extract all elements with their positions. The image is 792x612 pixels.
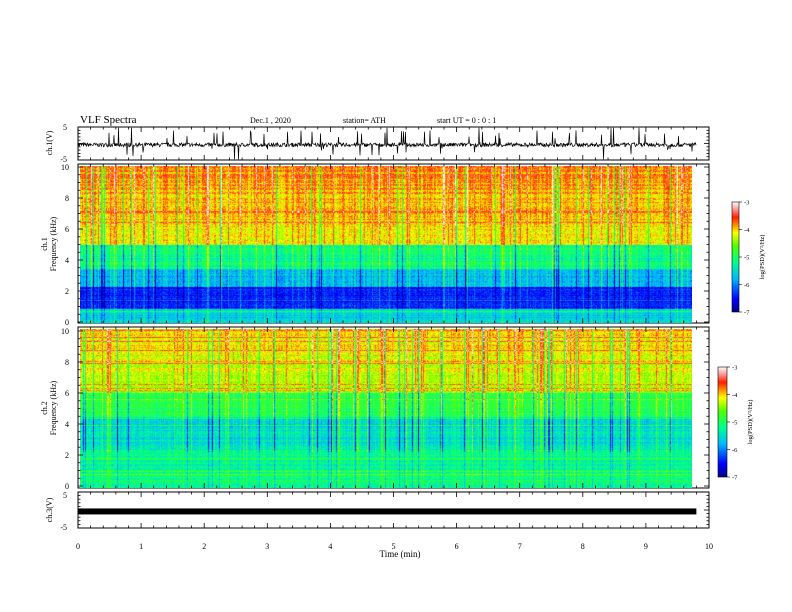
ch1-colorbar-label: log(PSD)(V²/Hz) [759, 235, 766, 280]
freq-tick-label-10: 10 [61, 163, 69, 172]
x-tick-label-4: 4 [328, 542, 332, 551]
x-tick-label-6: 6 [455, 542, 459, 551]
freq-tick-label-4: 4 [65, 256, 69, 265]
freq-tick-label-2: 2 [65, 287, 69, 296]
ch1-colorbar-ticks: -3 -4 -5 -6 -7 [739, 200, 750, 317]
ch1-waveform-ylabel: ch.1(V) [45, 130, 54, 155]
colorbar-tick-label--5: -5 [732, 420, 737, 427]
ch3-waveform-ylabel: ch.3(V) [45, 497, 54, 522]
colorbar-tick-label--3: -3 [744, 200, 749, 207]
ch3-ytick-top: 5 [63, 491, 67, 500]
x-tick-label-5: 5 [392, 542, 396, 551]
x-tick-label-1: 1 [139, 542, 143, 551]
colorbar-tick-label--7: -7 [732, 475, 738, 482]
ch1-spectrogram-ylabel-top: ch.1 [40, 237, 49, 251]
colorbar-tick-label--4: -4 [732, 392, 738, 399]
freq-tick-label-6: 6 [65, 225, 69, 234]
x-tick-label-2: 2 [202, 542, 206, 551]
freq-tick-label-10: 10 [61, 327, 69, 336]
ch3-waveform-ticks [77, 491, 710, 529]
ch1-spectrogram-ticks: 0 2 4 6 8 10 [61, 163, 710, 327]
ch2-spectrogram-ticks: 0 2 4 6 8 10 [61, 327, 710, 491]
ch2-colorbar-gradient [717, 366, 728, 478]
ch2-colorbar-label: log(PSD)(V²/Hz) [747, 400, 754, 445]
colorbar-tick-label--6: -6 [744, 282, 750, 289]
ch1-colorbar: -3 -4 -5 -6 -7 log(PSD)(V²/Hz) [731, 200, 766, 317]
colorbar-tick-label--4: -4 [744, 227, 750, 234]
x-tick-label-7: 7 [518, 542, 522, 551]
colorbar-tick-label--3: -3 [732, 365, 737, 372]
figure-title: VLF Spectra [80, 114, 137, 126]
ch3-waveform-band [78, 508, 697, 515]
ch1-spectrogram-panel: 0 2 4 6 8 10 ch.1 Frequency (kHz) [40, 163, 710, 327]
x-tick-label-0: 0 [76, 542, 80, 551]
ch1-waveform-panel: 5 -5 ch.1(V) [45, 123, 710, 164]
ch1-spectrogram-ylabel: Frequency (kHz) [49, 216, 58, 271]
ch2-spectrogram-ylabel-top: ch.2 [40, 401, 49, 415]
freq-tick-label-2: 2 [65, 451, 69, 460]
ch2-spectrogram-image [80, 329, 692, 488]
x-axis-label: Time (min) [380, 549, 421, 559]
x-tick-label-10: 10 [705, 542, 713, 551]
ch1-colorbar-gradient [731, 201, 740, 313]
freq-tick-label-4: 4 [65, 420, 69, 429]
freq-tick-label-8: 8 [65, 194, 69, 203]
freq-tick-label-8: 8 [65, 358, 69, 367]
x-axis-tick-labels: 0 1 2 3 4 5 6 7 8 9 10 [76, 542, 713, 551]
ch1-spectrogram-image [80, 166, 692, 323]
ch2-colorbar-ticks: -3 -4 -5 -6 -7 [727, 365, 738, 482]
freq-tick-label-0: 0 [65, 318, 69, 327]
colorbar-tick-label--7: -7 [744, 310, 750, 317]
ch1-ytick-top: 5 [63, 123, 67, 132]
ch3-ytick-bottom: -5 [60, 523, 67, 532]
ch1-waveform-ticks [77, 126, 710, 161]
x-tick-label-3: 3 [265, 542, 269, 551]
x-tick-label-8: 8 [581, 542, 585, 551]
colorbar-tick-label--5: -5 [744, 255, 749, 262]
ch2-spectrogram-ylabel: Frequency (kHz) [49, 380, 58, 435]
ch2-colorbar: -3 -4 -5 -6 -7 log(PSD)(V²/Hz) [717, 365, 754, 482]
ch1-ytick-bottom: -5 [60, 155, 67, 164]
freq-tick-label-6: 6 [65, 389, 69, 398]
ch3-waveform-panel: 5 -5 ch.3(V) [45, 491, 710, 532]
date-label: Dec.1 , 2020 [250, 116, 291, 125]
ch1-waveform-line [77, 127, 697, 160]
colorbar-tick-label--6: -6 [732, 447, 738, 454]
ch2-spectrogram-panel: 0 2 4 6 8 10 ch.2 Frequency (kHz) [40, 326, 710, 491]
freq-tick-label-0: 0 [65, 482, 69, 491]
x-tick-label-9: 9 [644, 542, 648, 551]
start-time-label: start UT = 0 : 0 : 1 [437, 116, 496, 125]
station-label: station= ATH [343, 116, 386, 125]
